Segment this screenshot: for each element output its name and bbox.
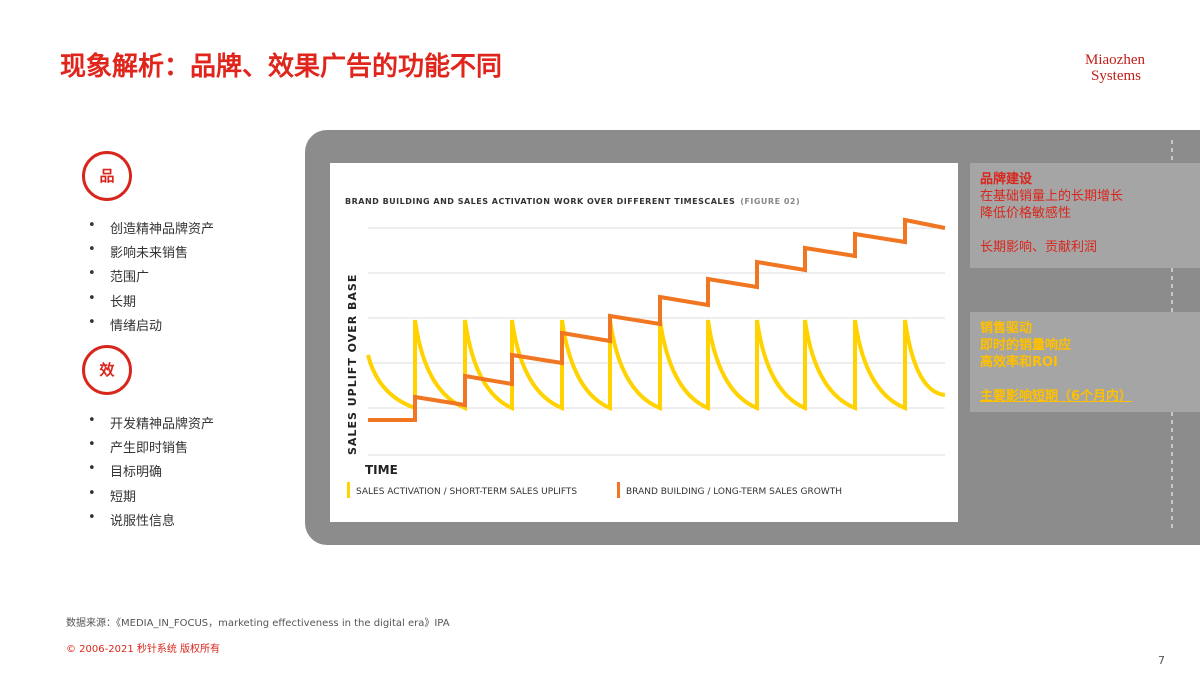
- bullet-item: 情绪启动: [88, 315, 162, 334]
- logo-line: Systems: [1091, 68, 1142, 84]
- bullet-item: 创造精神品牌资产: [88, 218, 214, 237]
- bullet-item: 说服性信息: [88, 510, 175, 529]
- bullet-item: 产生即时销售: [88, 437, 188, 456]
- legend-label: SALES ACTIVATION / SHORT-TERM SALES UPLI…: [356, 487, 577, 497]
- x-axis-label: TIME: [365, 463, 398, 477]
- bullet-item: 目标明确: [88, 461, 162, 480]
- note-line: 在基础销量上的长期增长: [980, 189, 1124, 204]
- note-line: 高效率和ROI: [980, 355, 1058, 370]
- figure-title-text: BRAND BUILDING AND SALES ACTIVATION WORK…: [345, 197, 735, 206]
- note-panel: 销售驱动 即时的销量响应 高效率和ROI 主要影响短期（6个月内）: [970, 312, 1200, 412]
- bullet-item: 开发精神品牌资产: [88, 413, 214, 432]
- bullet-item: 长期: [88, 291, 136, 310]
- note-line: 主要影响短期（6个月内）: [980, 389, 1133, 404]
- section-icon: 品: [82, 151, 132, 201]
- brand-building-line: [368, 217, 946, 422]
- source-note: 数据来源：《MEDIA_IN_FOCUS，marketing effective…: [66, 618, 450, 629]
- legend-swatch: [617, 482, 620, 498]
- logo: Miaozhen Systems: [1085, 52, 1145, 84]
- slide-title: 现象解析：品牌、效果广告的功能不同: [60, 52, 503, 82]
- sales-activation-line: [366, 319, 946, 412]
- bullet-item: 影响未来销售: [88, 242, 188, 261]
- copyright: © 2006-2021 秒针系统 版权所有: [66, 644, 221, 655]
- note-heading: 销售驱动: [980, 321, 1033, 336]
- note-line: 降低价格敏感性: [980, 206, 1072, 221]
- note-line: 长期影响、贡献利润: [980, 240, 1098, 255]
- figure-title: BRAND BUILDING AND SALES ACTIVATION WORK…: [345, 197, 800, 206]
- bullet-item: 短期: [88, 486, 136, 505]
- note-heading: 品牌建设: [980, 172, 1033, 187]
- logo-line: Miaozhen: [1085, 52, 1145, 68]
- note-line: 即时的销量响应: [980, 338, 1072, 353]
- y-axis-label: SALES UPLIFT OVER BASE: [346, 274, 359, 455]
- figure-ref: (FIGURE 02): [740, 197, 800, 206]
- section-icon: 效: [82, 345, 132, 395]
- note-panel: 品牌建设 在基础销量上的长期增长 降低价格敏感性 长期影响、贡献利润: [970, 163, 1200, 268]
- bullet-item: 范围广: [88, 266, 149, 285]
- legend-swatch: [347, 482, 350, 498]
- page-number: 7: [1158, 654, 1165, 667]
- legend-label: BRAND BUILDING / LONG-TERM SALES GROWTH: [626, 487, 842, 497]
